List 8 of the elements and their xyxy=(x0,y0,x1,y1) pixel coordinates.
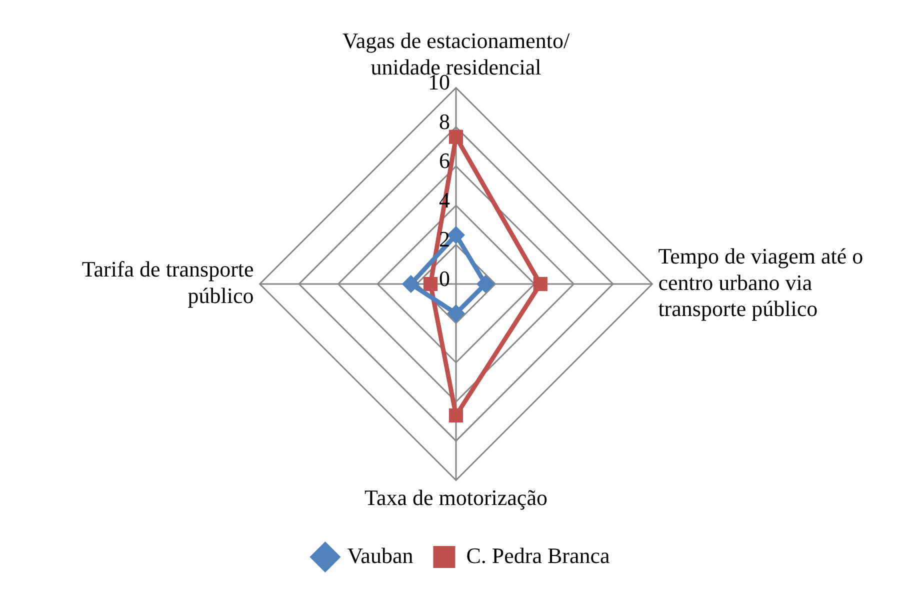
legend-label: Vauban xyxy=(347,542,414,568)
y-tick-label: 8 xyxy=(439,108,450,134)
spoke-label: Tempo de viagem até o centro urbano via transporte público xyxy=(658,243,864,322)
legend-label: C. Pedra Branca xyxy=(466,542,610,568)
y-tick-label: 0 xyxy=(439,266,450,291)
spoke-label: Taxa de motorização xyxy=(364,485,548,510)
spoke-label: Tarifa de transporte público xyxy=(82,256,254,308)
y-tick-label: 6 xyxy=(439,148,450,174)
